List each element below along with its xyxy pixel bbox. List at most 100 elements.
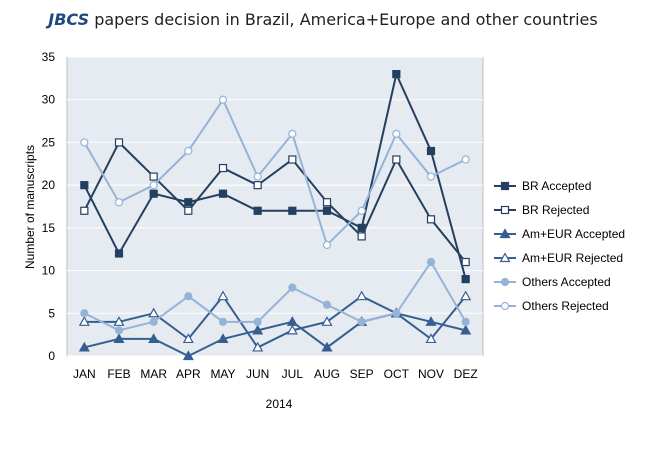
legend-item: BR Rejected xyxy=(494,203,589,217)
series-line xyxy=(83,97,467,247)
plot-area xyxy=(66,56,484,357)
data-point xyxy=(322,206,332,215)
legend-item: Am+EUR Accepted xyxy=(494,227,625,241)
legend-label: Others Accepted xyxy=(522,275,611,289)
series-br-accepted xyxy=(80,69,470,284)
data-point xyxy=(80,181,89,190)
x-tick-label: DEZ xyxy=(454,367,478,381)
x-tick-label: JUL xyxy=(282,367,304,381)
data-point xyxy=(426,146,436,156)
grid-lines xyxy=(67,56,483,357)
data-point xyxy=(80,309,89,318)
x-tick-label: MAR xyxy=(140,367,167,381)
data-point xyxy=(392,69,401,79)
series-layer xyxy=(78,69,472,361)
y-tick-label: 20 xyxy=(42,178,56,192)
data-point xyxy=(322,198,332,207)
data-point xyxy=(357,206,366,215)
data-point xyxy=(149,181,158,190)
series-line xyxy=(84,294,467,349)
y-axis-ticks: 0 5 10 15 20 25 30 35 xyxy=(42,50,56,363)
legend-marker xyxy=(500,277,510,287)
y-axis-label: Number of manuscripts xyxy=(23,145,37,269)
data-point xyxy=(80,206,89,215)
legend-item: BR Accepted xyxy=(494,179,591,193)
data-point xyxy=(253,172,262,181)
y-tick-label: 15 xyxy=(42,221,56,235)
data-point xyxy=(80,138,89,147)
series-br-rejected xyxy=(80,138,470,267)
chart-title-text: papers decision in Brazil, America+Europ… xyxy=(89,10,598,29)
legend-item: Others Accepted xyxy=(494,275,611,289)
data-point xyxy=(288,129,297,138)
data-point xyxy=(182,333,194,344)
data-point xyxy=(288,283,297,292)
y-tick-label: 10 xyxy=(42,264,56,278)
data-point xyxy=(392,129,401,138)
data-point xyxy=(218,95,228,104)
data-point xyxy=(149,172,158,181)
data-point xyxy=(149,317,158,326)
data-point xyxy=(149,189,158,198)
data-point xyxy=(114,249,124,258)
data-point xyxy=(114,138,124,147)
data-point xyxy=(253,206,262,215)
data-point xyxy=(357,317,366,326)
legend-label: BR Rejected xyxy=(522,203,589,217)
legend-marker xyxy=(500,301,510,311)
data-point xyxy=(78,341,90,352)
y-tick-label: 25 xyxy=(42,135,56,149)
data-point xyxy=(322,300,332,309)
data-point xyxy=(148,333,160,344)
data-point xyxy=(460,324,472,335)
data-point xyxy=(218,189,228,198)
legend-label: Others Rejected xyxy=(522,299,609,313)
x-tick-label: MAY xyxy=(210,367,235,381)
data-point xyxy=(252,341,264,352)
data-point xyxy=(114,198,124,207)
data-point xyxy=(321,316,333,326)
data-point xyxy=(357,232,366,241)
data-point xyxy=(184,292,193,301)
x-tick-label: SEP xyxy=(350,367,374,381)
x-axis-label: 2014 xyxy=(266,397,293,411)
data-point xyxy=(182,350,194,361)
x-tick-label: JUN xyxy=(246,367,269,381)
data-point xyxy=(286,324,298,335)
data-point xyxy=(113,333,125,344)
chart-title-journal: JBCS xyxy=(45,10,89,29)
data-point xyxy=(252,324,264,335)
data-point xyxy=(461,155,470,164)
series-others-accepted xyxy=(80,257,470,335)
data-point xyxy=(461,317,470,326)
x-tick-label: AUG xyxy=(314,367,340,381)
legend-label: Am+EUR Accepted xyxy=(522,227,625,241)
data-point xyxy=(461,275,470,284)
data-point xyxy=(392,155,401,164)
data-point xyxy=(217,333,229,344)
data-point xyxy=(218,163,228,173)
data-point xyxy=(392,309,401,318)
data-point xyxy=(426,215,436,224)
data-point xyxy=(426,172,436,181)
x-tick-label: NOV xyxy=(418,367,444,381)
y-tick-label: 35 xyxy=(42,50,56,64)
legend-label: BR Accepted xyxy=(522,179,591,193)
data-point xyxy=(426,257,436,267)
data-point xyxy=(253,181,262,190)
x-tick-label: JAN xyxy=(73,367,96,381)
data-point xyxy=(113,316,125,326)
data-point xyxy=(184,146,193,156)
data-point xyxy=(356,290,368,301)
series-line xyxy=(83,260,467,332)
data-point xyxy=(425,333,437,344)
x-tick-label: FEB xyxy=(107,367,130,381)
legend-marker xyxy=(500,181,510,191)
data-point xyxy=(184,198,193,207)
x-tick-label: APR xyxy=(176,367,201,381)
data-point xyxy=(322,240,332,250)
series-others-rejected xyxy=(80,95,470,250)
data-point xyxy=(78,316,90,326)
data-point xyxy=(218,317,228,326)
legend-item: Others Rejected xyxy=(494,299,609,313)
